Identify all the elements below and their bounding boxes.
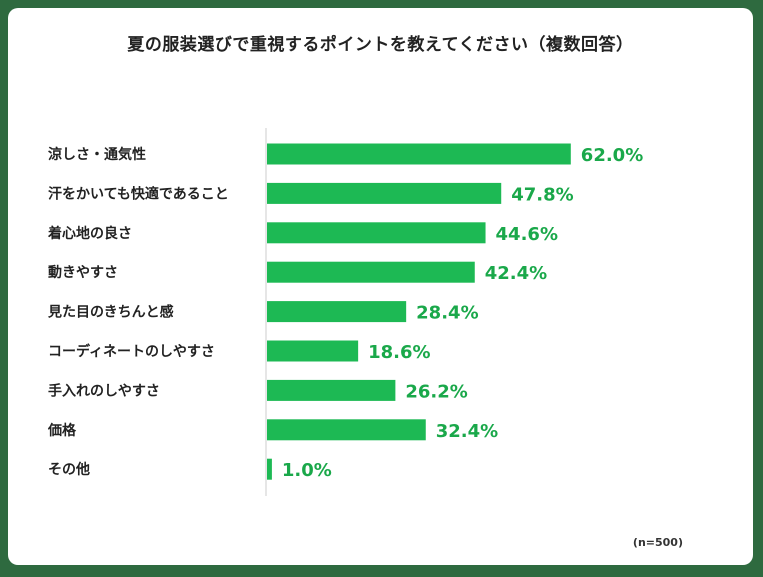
- category-label: 見た目のきちんと感: [47, 304, 174, 321]
- value-label: 62.0%: [581, 145, 643, 166]
- category-label: 動きやすさ: [48, 264, 118, 281]
- category-label: 汗をかいても快適であること: [48, 185, 229, 202]
- bar: [267, 419, 426, 441]
- bar: [267, 340, 359, 362]
- bar: [267, 379, 396, 401]
- category-label: 着心地の良さ: [47, 225, 132, 242]
- bar: [267, 301, 407, 323]
- chart-title: 夏の服装選びで重視するポイントを教えてください（複数回答）: [127, 35, 634, 55]
- value-label: 47.8%: [511, 184, 573, 205]
- value-label: 18.6%: [368, 342, 430, 363]
- value-label: 32.4%: [436, 421, 498, 442]
- value-label: 28.4%: [416, 303, 478, 324]
- category-label: 価格: [47, 422, 77, 439]
- value-label: 26.2%: [405, 381, 467, 402]
- category-label: コーディネートのしやすさ: [48, 343, 215, 360]
- category-label: その他: [48, 461, 90, 478]
- bar-chart: 涼しさ・通気性 62.0% 汗をかいても快適であること 47.8% 着心地の良さ 44.6…: [47, 128, 643, 496]
- value-label: 44.6%: [496, 224, 558, 245]
- bar: [267, 222, 486, 244]
- bar: [267, 261, 475, 283]
- category-label: 涼しさ・通気性: [48, 146, 146, 163]
- bar: [267, 143, 571, 165]
- chart-card: 夏の服装選びで重視するポイントを教えてください（複数回答） 涼しさ・通気性 62.…: [8, 8, 753, 565]
- sample-size-note: (n=500): [632, 536, 683, 549]
- bar: [267, 458, 272, 480]
- value-label: 1.0%: [282, 460, 332, 481]
- bar: [267, 182, 502, 204]
- value-label: 42.4%: [485, 263, 547, 284]
- category-label: 手入れのしやすさ: [48, 382, 160, 399]
